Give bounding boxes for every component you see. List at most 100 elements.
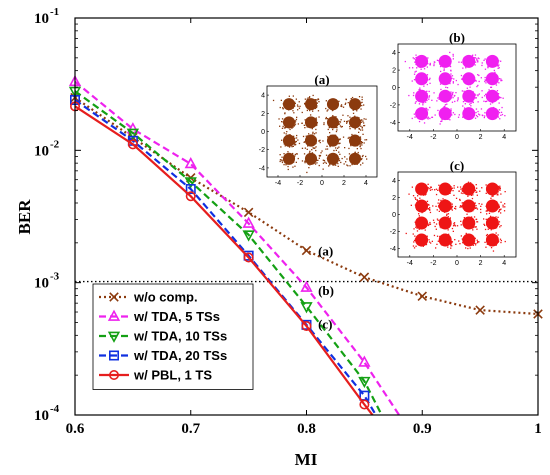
inset-x-tick: 2 xyxy=(342,180,346,187)
x-tick-label: 0.7 xyxy=(181,421,200,437)
inset-x-tick: -2 xyxy=(297,180,303,187)
legend: w/o comp. w/ TDA, 5 TSs w/ TDA, 10 TSs w/ T… xyxy=(92,283,254,390)
data-point xyxy=(184,177,197,189)
inset-label: (c) xyxy=(450,158,464,173)
inset-x-tick: 2 xyxy=(479,134,483,141)
data-point xyxy=(359,399,370,410)
inset-y-tick: 4 xyxy=(392,50,396,57)
y-tick-label: 10 xyxy=(34,11,49,27)
legend-entry: w/o comp. xyxy=(99,290,198,305)
inset-label: (b) xyxy=(449,30,465,45)
inset-layer: -4 -4 -2 -2 0 0 2 2 4 4 (a) -4 -4 -2 -2 0 0 2 2 4 4 (b) -4 -4 -2… xyxy=(259,30,517,267)
data-point xyxy=(242,216,255,228)
y-tick-label: 10 xyxy=(34,276,49,292)
data-point xyxy=(185,184,196,195)
annotation-layer: (a) (b) (c) xyxy=(318,244,334,332)
legend-label: w/ TDA, 5 TSs xyxy=(133,309,220,324)
y-axis-label: BER xyxy=(15,199,34,235)
series-line xyxy=(74,105,374,416)
data-point xyxy=(126,128,140,140)
inset-y-tick: 4 xyxy=(392,178,396,185)
inset-x-tick: 4 xyxy=(502,260,506,267)
series-line xyxy=(74,80,401,416)
legend-box xyxy=(92,283,254,390)
y-tick-exponent: -3 xyxy=(50,271,60,283)
inset-y-tick: 0 xyxy=(261,129,265,136)
inset-y-tick: 0 xyxy=(392,212,396,219)
inset-y-tick: 2 xyxy=(392,68,396,75)
series-5 xyxy=(70,101,374,416)
inset-x-tick: 4 xyxy=(364,180,368,187)
legend-entry: w/ TDA, 10 TSs xyxy=(99,329,227,344)
y-tick-exponent: -1 xyxy=(50,6,59,18)
data-point xyxy=(300,280,313,292)
inset-x-tick: 2 xyxy=(479,260,483,267)
legend-entry: w/ PBL, 1 TS xyxy=(99,368,212,383)
series-3 xyxy=(68,86,383,416)
inset-x-tick: 0 xyxy=(320,180,324,187)
inset-y-tick: -2 xyxy=(390,229,396,236)
legend-label: w/ TDA, 10 TSs xyxy=(133,329,227,344)
constellation-inset-1: -4 -4 -2 -2 0 0 2 2 4 4 (a) xyxy=(259,72,378,187)
inset-y-tick: 0 xyxy=(392,85,396,92)
curve-annotation: (b) xyxy=(318,283,334,298)
legend-marker xyxy=(109,369,120,380)
inset-y-tick: -4 xyxy=(390,246,396,253)
curve-annotation: (c) xyxy=(318,317,332,332)
inset-y-tick: 2 xyxy=(392,195,396,202)
legend-marker xyxy=(107,331,121,343)
y-tick-label: 10 xyxy=(34,143,49,159)
constellation-inset-3: -4 -4 -2 -2 0 0 2 2 4 4 (c) xyxy=(390,158,517,267)
legend-label: w/o comp. xyxy=(133,290,198,305)
legend-entry: w/ TDA, 5 TSs xyxy=(99,309,220,324)
data-point xyxy=(301,245,312,256)
constellation-inset-2: -4 -4 -2 -2 0 0 2 2 4 4 (b) xyxy=(390,30,517,141)
data-point xyxy=(358,355,371,367)
inset-y-tick: -4 xyxy=(390,120,396,127)
series-line xyxy=(74,96,539,316)
legend-label: w/ TDA, 20 TSs xyxy=(133,348,227,363)
inset-y-tick: -4 xyxy=(259,165,265,172)
data-point xyxy=(184,157,197,169)
data-point xyxy=(358,376,371,389)
x-axis-label: MI xyxy=(295,450,318,469)
inset-y-tick: -2 xyxy=(390,102,396,109)
series-line xyxy=(74,90,383,416)
data-point xyxy=(417,291,428,301)
x-tick-label: 1 xyxy=(534,421,542,437)
inset-x-tick: -2 xyxy=(430,260,436,267)
legend-marker xyxy=(107,309,121,321)
inset-x-tick: -4 xyxy=(275,180,281,187)
inset-x-tick: -4 xyxy=(407,134,413,141)
data-point xyxy=(359,272,370,282)
inset-x-tick: 0 xyxy=(455,260,459,267)
constellation-points xyxy=(405,181,506,252)
data-point xyxy=(475,305,485,315)
y-tick-exponent: -4 xyxy=(50,403,60,415)
x-tick-label: 0.6 xyxy=(66,421,85,437)
data-point xyxy=(243,252,254,263)
inset-label: (a) xyxy=(314,72,329,87)
data-point xyxy=(300,302,313,314)
series-layer xyxy=(68,74,543,416)
inset-y-tick: 4 xyxy=(261,93,265,100)
legend-entry: w/ TDA, 20 TSs xyxy=(99,348,227,363)
x-tick-label: 0.8 xyxy=(297,421,316,437)
constellation-points xyxy=(272,94,368,174)
axis-layer: 0.6 0.7 0.8 0.9 110-110-210-310-4 xyxy=(34,6,542,437)
data-point xyxy=(301,321,312,332)
inset-y-tick: 2 xyxy=(261,111,265,118)
inset-x-tick: -2 xyxy=(430,134,436,141)
data-point xyxy=(127,139,138,150)
inset-frame xyxy=(397,171,517,258)
legend-marker xyxy=(109,292,119,302)
data-point xyxy=(243,207,254,218)
x-tick-label: 0.9 xyxy=(413,421,432,437)
inset-frame xyxy=(266,85,378,178)
y-tick-label: 10 xyxy=(34,408,49,424)
inset-y-tick: -2 xyxy=(259,147,265,154)
inset-x-tick: 4 xyxy=(502,134,506,141)
inset-x-tick: 0 xyxy=(455,134,459,141)
legend-marker xyxy=(109,350,120,361)
